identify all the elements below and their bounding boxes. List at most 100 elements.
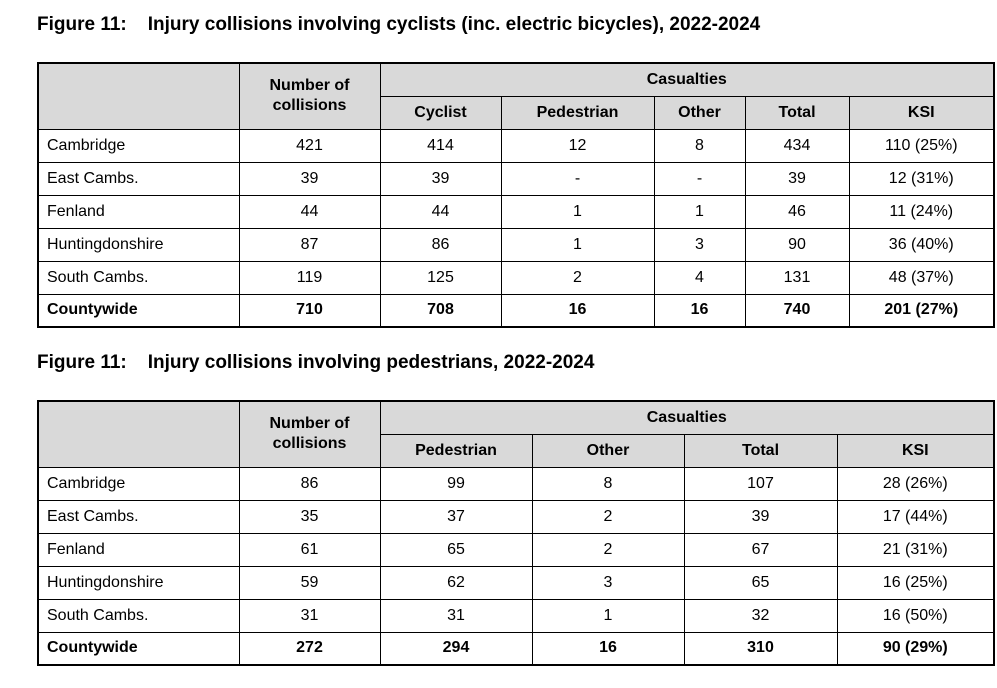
region-cell: Cambridge [37, 128, 240, 163]
casualty-column-header: Other [531, 433, 685, 468]
casualty-column-header: Pedestrian [379, 433, 533, 468]
casualty-cell: 4 [653, 260, 746, 295]
casualty-cell: 8 [653, 128, 746, 163]
header-row-casualties: Cyclist Pedestrian Other Total KSI [38, 95, 995, 130]
figure-title-text: Injury collisions involving pedestrians,… [147, 352, 595, 373]
region-cell: East Cambs. [37, 499, 240, 534]
casualty-cell: 434 [744, 128, 850, 163]
casualty-cell: 86 [379, 227, 502, 262]
table-row: Fenland 61 65 2 67 21 (31%) [37, 532, 995, 567]
casualty-cell: 1 [500, 194, 655, 229]
casualty-cell: 3 [653, 227, 746, 262]
header-row-group: Number of collisions Casualties [37, 400, 995, 468]
casualty-cell: 90 (29%) [836, 631, 995, 666]
collisions-cell: 61 [238, 532, 381, 567]
casualty-column-header: Pedestrian [500, 95, 655, 130]
region-cell: Fenland [37, 532, 240, 567]
region-cell: South Cambs. [37, 598, 240, 633]
casualty-cell: 131 [744, 260, 850, 295]
casualty-column-header: KSI [836, 433, 995, 468]
casualty-cell: 414 [379, 128, 502, 163]
casualty-cell: 39 [683, 499, 838, 534]
casualty-cell: 32 [683, 598, 838, 633]
casualty-cell: 2 [531, 532, 685, 567]
figure-label: Figure 11: [37, 352, 127, 373]
casualty-cell: 39 [379, 161, 502, 196]
region-cell: Fenland [37, 194, 240, 229]
casualty-cell: 16 (50%) [836, 598, 995, 633]
collisions-cell: 87 [238, 227, 381, 262]
casualty-cell: - [653, 161, 746, 196]
casualty-column-header: Total [744, 95, 850, 130]
casualty-cell: 36 (40%) [848, 227, 995, 262]
casualty-cell: 107 [683, 466, 838, 501]
header-row-group: Number of collisions Casualties [37, 62, 995, 130]
casualty-cell: 110 (25%) [848, 128, 995, 163]
casualty-cell: 1 [500, 227, 655, 262]
collisions-cell: 710 [238, 293, 381, 328]
corner-cell [37, 62, 240, 130]
figure-title-text: Injury collisions involving cyclists (in… [147, 14, 761, 35]
table-row: Huntingdonshire 59 62 3 65 16 (25%) [37, 565, 995, 600]
header-row-casualties: Pedestrian Other Total KSI [38, 433, 995, 468]
casualty-cell: 16 (25%) [836, 565, 995, 600]
table-row: Cambridge 421 414 12 8 434 110 (25%) [37, 128, 995, 163]
figure-label: Figure 11: [37, 14, 127, 35]
casualty-cell: 39 [744, 161, 850, 196]
report-page: Figure 11: Injury collisions involving cy… [37, 12, 996, 666]
casualty-cell: 12 [500, 128, 655, 163]
casualty-cell: 90 [744, 227, 850, 262]
casualty-cell: 46 [744, 194, 850, 229]
table-row: East Cambs. 39 39- -39 12 (31%) [37, 161, 995, 196]
figure-title: Figure 11: Injury collisions involving cy… [37, 12, 993, 38]
collisions-cell: 421 [238, 128, 381, 163]
casualty-cell: 201 (27%) [848, 293, 995, 328]
figure-title: Figure 11: Injury collisions involving pe… [37, 350, 993, 376]
table-row: Huntingdonshire 87 86 1 3 90 36 (40%) [37, 227, 995, 262]
region-cell: Countywide [37, 293, 240, 328]
casualty-cell: 1 [531, 598, 685, 633]
casualty-cell: 17 (44%) [836, 499, 995, 534]
collisions-cell: 272 [238, 631, 381, 666]
casualty-cell: 28 (26%) [836, 466, 995, 501]
casualty-cell: 2 [500, 260, 655, 295]
casualty-cell: - [500, 161, 655, 196]
corner-cell [37, 400, 240, 468]
casualty-cell: 31 [379, 598, 533, 633]
collisions-cell: 39 [238, 161, 381, 196]
casualty-cell: 16 [653, 293, 746, 328]
casualty-cell: 16 [531, 631, 685, 666]
casualty-cell: 12 (31%) [848, 161, 995, 196]
figures-root: Figure 11: Injury collisions involving cy… [37, 12, 996, 666]
casualty-cell: 21 (31%) [836, 532, 995, 567]
table-row: Countywide 710 708 16 16 740 201 (27%) [37, 293, 995, 328]
casualty-cell: 44 [379, 194, 502, 229]
casualty-cell: 65 [683, 565, 838, 600]
collisions-cell: 59 [238, 565, 381, 600]
casualty-cell: 740 [744, 293, 850, 328]
table-row: Countywide 272 294 16 310 90 (29%) [37, 631, 995, 666]
figure-block: Figure 11: Injury collisions involving pe… [37, 350, 996, 666]
casualty-cell: 3 [531, 565, 685, 600]
table-row: Cambridge 86 99 8 107 28 (26%) [37, 466, 995, 501]
casualty-cell: 294 [379, 631, 533, 666]
table-row: South Cambs. 31 31 1 32 16 (50%) [37, 598, 995, 633]
casualty-column-header: Cyclist [379, 95, 502, 130]
region-cell: Huntingdonshire [37, 565, 240, 600]
collisions-header: Number of collisions [238, 62, 381, 130]
casualty-cell: 11 (24%) [848, 194, 995, 229]
region-cell: South Cambs. [37, 260, 240, 295]
casualty-cell: 1 [653, 194, 746, 229]
casualty-cell: 708 [379, 293, 502, 328]
figure-block: Figure 11: Injury collisions involving cy… [37, 12, 996, 328]
casualty-cell: 37 [379, 499, 533, 534]
table-row: South Cambs. 119 125 2 4 131 48 (37%) [37, 260, 995, 295]
casualty-column-header: KSI [848, 95, 995, 130]
casualty-cell: 16 [500, 293, 655, 328]
collisions-cell: 31 [238, 598, 381, 633]
casualty-column-header: Other [653, 95, 746, 130]
collisions-cell: 35 [238, 499, 381, 534]
casualty-cell: 2 [531, 499, 685, 534]
region-cell: Huntingdonshire [37, 227, 240, 262]
casualty-cell: 67 [683, 532, 838, 567]
